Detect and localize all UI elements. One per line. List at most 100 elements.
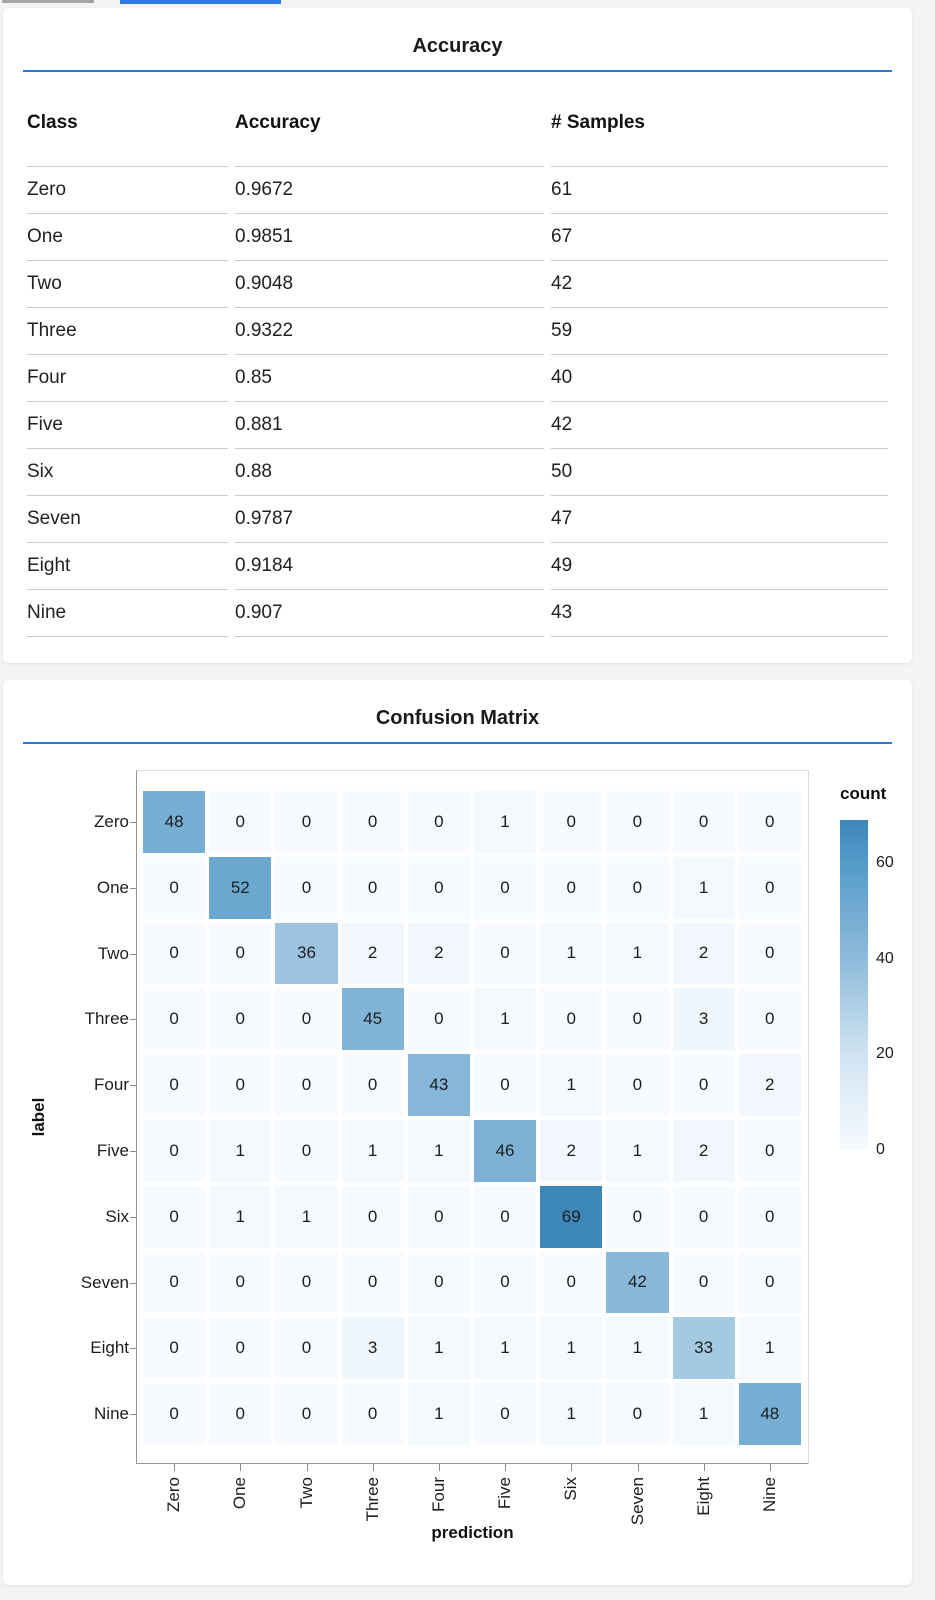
table-cell: Zero [27,167,228,214]
matrix-cell-One-Two: 0 [275,856,338,919]
table-cell: 61 [551,167,888,214]
matrix-cell-One-One: 52 [209,856,272,919]
matrix-cell-Seven-Zero: 0 [143,1251,206,1314]
matrix-cell-Nine-Six: 1 [540,1383,603,1445]
table-cell: Four [27,355,228,402]
matrix-cell-Nine-Two: 0 [275,1383,338,1445]
matrix-cell-Seven-Four: 0 [407,1251,470,1314]
x-tick-label: Eight [693,1477,713,1516]
accuracy-panel-title: Accuracy [412,35,503,57]
matrix-cell-Seven-Nine: 0 [738,1251,801,1314]
matrix-cell-Five-Seven: 1 [606,1119,669,1182]
matrix-cell-Nine-Five: 0 [473,1383,537,1445]
legend-tick-label: 20 [876,1045,894,1063]
x-tick-mark [438,1464,440,1471]
table-cell: 42 [551,402,888,449]
matrix-cell-Zero-One: 0 [209,791,272,853]
legend-tick-label: 40 [876,949,894,967]
matrix-cell-Seven-Six: 0 [540,1251,603,1314]
matrix-cell-Three-Two: 0 [275,988,338,1051]
accuracy-panel: Accuracy Class Accuracy # Samples Zero 0.96… [3,8,912,663]
y-tick-mark [130,1019,136,1021]
matrix-cell-Nine-Three: 0 [341,1383,404,1445]
matrix-cell-Two-Seven: 1 [606,922,669,985]
matrix-cell-One-Nine: 0 [738,856,801,919]
x-axis-title: prediction [431,1523,514,1542]
tab-indicator-active[interactable] [120,0,281,4]
x-tick-mark [703,1464,705,1471]
y-tick-mark [130,1348,136,1350]
matrix-cell-Two-Eight: 2 [672,922,735,985]
matrix-cell-Three-Zero: 0 [143,988,206,1051]
table-cell: Two [27,261,228,308]
matrix-cell-Six-Seven: 0 [606,1185,669,1248]
column-header-1: Accuracy [235,72,544,167]
y-tick-label: Four [94,1075,129,1095]
column-header-0: Class [27,72,228,167]
matrix-cell-Zero-Eight: 0 [672,791,735,853]
table-cell: 67 [551,214,888,261]
matrix-cell-Five-Two: 0 [275,1119,338,1182]
table-cell: Three [27,308,228,355]
matrix-cell-Eight-Four: 1 [407,1317,470,1380]
matrix-cell-Four-Six: 1 [540,1054,603,1116]
table-cell: Eight [27,543,228,590]
matrix-cell-Six-One: 1 [209,1185,272,1248]
matrix-cell-Two-Four: 2 [407,922,470,985]
y-tick-mark [130,1150,136,1152]
matrix-cell-Zero-Five: 1 [473,791,537,853]
table-row: Eight 0.9184 49 [27,543,888,590]
heatmap-plot-area [136,770,809,1464]
matrix-cell-Zero-Four: 0 [407,791,470,853]
matrix-cell-One-Eight: 1 [672,856,735,919]
matrix-cell-Six-Five: 0 [473,1185,537,1248]
table-row: Five 0.881 42 [27,402,888,449]
x-tick-label: One [230,1477,250,1510]
y-tick-label: Two [97,943,129,963]
tab-indicator-inactive[interactable] [2,0,94,3]
table-cell: Seven [27,496,228,543]
matrix-cell-Nine-Four: 1 [407,1383,470,1445]
table-cell: 0.9787 [235,496,544,543]
x-tick-label: Two [296,1477,316,1509]
accuracy-table-body: Zero 0.9672 61 One 0.9851 67 Two 0.9048 42 Three 0… [27,167,888,637]
y-tick-mark [130,953,136,955]
matrix-cell-Eight-Five: 1 [473,1317,537,1380]
matrix-cell-Nine-Zero: 0 [143,1383,206,1445]
x-tick-label: Seven [627,1477,647,1526]
y-tick-label: Six [105,1206,129,1226]
y-tick-mark [130,1085,136,1087]
matrix-cell-Two-One: 0 [209,922,272,985]
matrix-cell-Five-Nine: 0 [738,1119,801,1182]
matrix-cell-Five-Five: 46 [473,1119,537,1182]
matrix-cell-Seven-Seven: 42 [606,1251,669,1314]
matrix-cell-Six-Six: 69 [540,1185,603,1248]
matrix-cell-Two-Three: 2 [341,922,404,985]
matrix-cell-Six-Eight: 0 [672,1185,735,1248]
table-row: One 0.9851 67 [27,214,888,261]
y-axis-title: label [29,1097,48,1137]
x-tick-label: Three [362,1477,382,1522]
matrix-cell-Two-Six: 1 [540,922,603,985]
matrix-cell-Nine-Nine: 48 [738,1383,801,1445]
matrix-cell-Four-Seven: 0 [606,1054,669,1116]
matrix-cell-Three-Seven: 0 [606,988,669,1051]
x-tick-label: Six [561,1477,581,1501]
matrix-cell-One-Five: 0 [473,856,537,919]
legend-title: count [840,784,887,803]
table-cell: One [27,214,228,261]
x-tick-mark [372,1464,374,1471]
matrix-cell-Three-Six: 0 [540,988,603,1051]
matrix-cell-Eight-Zero: 0 [143,1317,206,1380]
matrix-cell-Seven-Five: 0 [473,1251,537,1314]
matrix-cell-Four-Five: 0 [473,1054,537,1116]
table-row: Three 0.9322 59 [27,308,888,355]
matrix-cell-Three-One: 0 [209,988,272,1051]
matrix-cell-Four-Zero: 0 [143,1054,206,1116]
x-tick-label: Five [495,1477,515,1510]
matrix-cell-Eight-Seven: 1 [606,1317,669,1380]
table-row: Nine 0.907 43 [27,590,888,637]
table-row: Six 0.88 50 [27,449,888,496]
x-tick-mark [637,1464,639,1471]
accuracy-title-rule [23,70,892,72]
